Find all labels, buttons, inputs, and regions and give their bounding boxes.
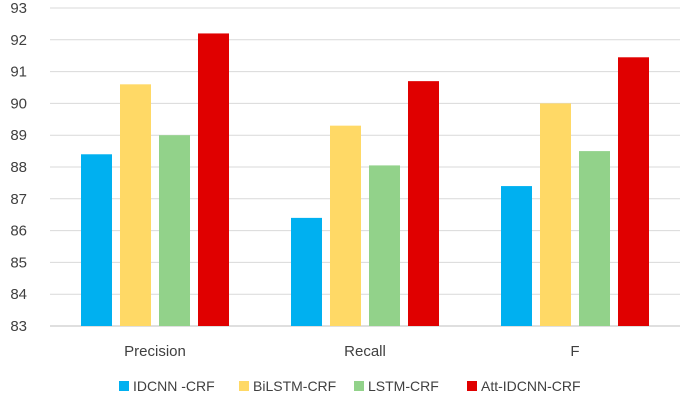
x-axis-category-labels: Precision Recall F	[124, 343, 579, 360]
bar	[369, 165, 400, 326]
bar	[330, 125, 361, 326]
bar	[81, 154, 112, 326]
y-tick-label: 84	[10, 286, 27, 303]
legend-label: BiLSTM-CRF	[253, 378, 336, 394]
bar	[159, 135, 190, 326]
bar	[618, 57, 649, 326]
y-tick-label: 89	[10, 127, 27, 144]
legend-swatch	[467, 381, 477, 391]
x-category-label: Recall	[344, 343, 386, 360]
legend-swatch	[119, 381, 129, 391]
legend-swatch	[239, 381, 249, 391]
y-tick-label: 85	[10, 254, 27, 271]
y-tick-label: 88	[10, 159, 27, 176]
y-tick-label: 83	[10, 318, 27, 335]
bar	[501, 186, 532, 326]
x-category-label: Precision	[124, 343, 186, 360]
bars	[81, 33, 649, 327]
y-tick-label: 90	[10, 95, 27, 112]
legend-swatch	[354, 381, 364, 391]
legend-label: Att-IDCNN-CRF	[481, 378, 581, 394]
bar	[291, 217, 322, 326]
bar	[120, 84, 151, 326]
bar	[198, 33, 229, 326]
y-tick-label: 92	[10, 32, 27, 49]
legend-label: IDCNN -CRF	[133, 378, 215, 394]
x-category-label: F	[570, 343, 579, 360]
y-tick-label: 93	[10, 0, 27, 17]
y-tick-label: 87	[10, 191, 27, 208]
bar	[579, 151, 610, 326]
legend: IDCNN -CRF BiLSTM-CRF LSTM-CRF Att-IDCNN-CR…	[119, 378, 581, 394]
bar	[540, 103, 571, 327]
bar	[408, 81, 439, 326]
legend-label: LSTM-CRF	[368, 378, 439, 394]
y-tick-label: 86	[10, 223, 27, 240]
y-tick-label: 91	[10, 64, 27, 81]
gridlines	[50, 7, 680, 327]
y-axis-tick-labels: 83 84 85 86 87 88 89 90 91 92 93	[10, 0, 27, 335]
